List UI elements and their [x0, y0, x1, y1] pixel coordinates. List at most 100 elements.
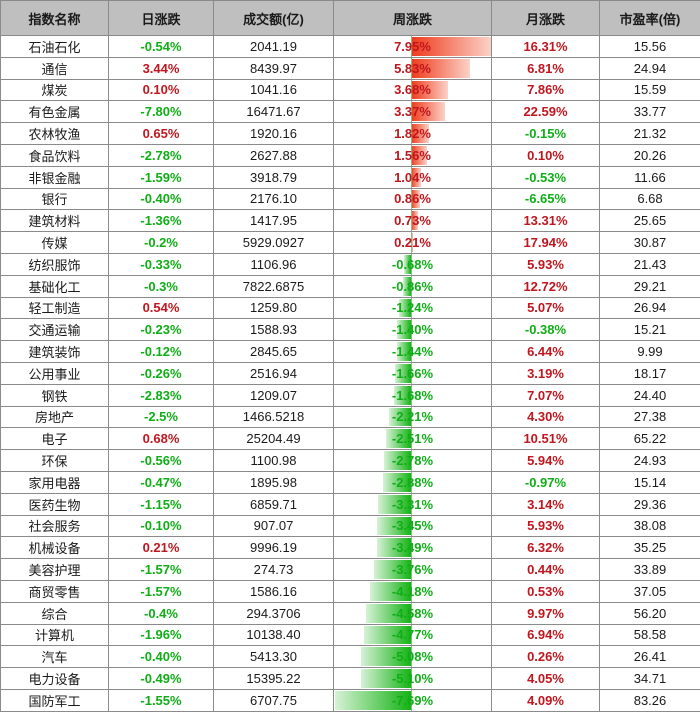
pe-ratio: 15.14 [599, 470, 700, 494]
turnover: 5929.0927 [213, 231, 334, 254]
weekly-change: -5.08% [333, 645, 492, 669]
weekly-bar-axis [411, 516, 412, 536]
pe-ratio: 15.56 [599, 35, 700, 58]
monthly-change: 17.94% [491, 231, 600, 254]
weekly-data-bar [411, 102, 445, 122]
weekly-bar-axis [411, 341, 412, 362]
weekly-change-value: -1.24% [391, 300, 434, 316]
monthly-change: 5.94% [491, 449, 600, 472]
weekly-change: 7.95% [333, 35, 492, 58]
index-name: 纺织服饰 [0, 252, 109, 276]
daily-change: -1.96% [108, 623, 214, 647]
weekly-change: 3.68% [333, 78, 492, 102]
index-name: 建筑材料 [0, 209, 109, 233]
weekly-change: -1.66% [333, 361, 492, 385]
weekly-change: 0.86% [333, 187, 492, 211]
daily-change: -0.3% [108, 274, 214, 298]
index-name: 基础化工 [0, 274, 109, 298]
monthly-change: 6.44% [491, 340, 600, 363]
index-name: 农林牧渔 [0, 122, 109, 145]
table-row: 交通运输 -0.23% 1588.93 -1.40% -0.38% 15.21 [0, 318, 700, 342]
pe-ratio: 33.89 [599, 558, 700, 581]
weekly-data-bar [411, 145, 427, 165]
pe-ratio: 30.87 [599, 231, 700, 254]
turnover: 274.73 [213, 558, 334, 581]
index-name: 电子 [0, 427, 109, 451]
daily-change: -2.78% [108, 143, 214, 167]
weekly-change-value: 1.04% [394, 169, 431, 185]
table-row: 建筑材料 -1.36% 1417.95 0.73% 13.31% 25.65 [0, 209, 700, 233]
table-row: 汽车 -0.40% 5413.30 -5.08% 0.26% 26.41 [0, 645, 700, 669]
weekly-change-value: -5.08% [391, 649, 434, 665]
turnover: 1586.16 [213, 579, 334, 603]
turnover: 1041.16 [213, 78, 334, 102]
daily-change: -0.54% [108, 35, 214, 58]
index-name: 钢铁 [0, 383, 109, 407]
weekly-bar-axis [411, 298, 412, 318]
pe-ratio: 6.68 [599, 187, 700, 211]
weekly-change-value: 3.68% [394, 82, 431, 98]
weekly-change-value: -1.68% [391, 387, 434, 403]
table-row: 银行 -0.40% 2176.10 0.86% -6.65% 6.68 [0, 187, 700, 211]
weekly-change-value: 3.37% [394, 104, 431, 120]
weekly-change-value: -5.10% [391, 671, 434, 686]
monthly-change: 6.32% [491, 536, 600, 560]
table-row: 纺织服饰 -0.33% 1106.96 -0.68% 5.93% 21.43 [0, 252, 700, 276]
weekly-bar-axis [411, 428, 412, 449]
monthly-change: 10.51% [491, 427, 600, 451]
weekly-change-value: 5.83% [394, 60, 431, 76]
weekly-change: -2.51% [333, 427, 492, 451]
table-row: 轻工制造 0.54% 1259.80 -1.24% 5.07% 26.94 [0, 296, 700, 320]
table-row: 公用事业 -0.26% 2516.94 -1.66% 3.19% 18.17 [0, 361, 700, 385]
weekly-bar-axis [411, 58, 412, 79]
table-row: 房地产 -2.5% 1466.5218 -2.21% 4.30% 27.38 [0, 405, 700, 429]
turnover: 7822.6875 [213, 274, 334, 298]
index-name: 商贸零售 [0, 579, 109, 603]
monthly-change: 4.30% [491, 405, 600, 429]
monthly-change: 6.81% [491, 56, 600, 80]
header-daily-change: 日涨跌 [108, 0, 214, 36]
weekly-data-bar [404, 254, 411, 274]
weekly-change-value: -3.49% [391, 540, 434, 556]
weekly-change-value: -2.78% [391, 453, 434, 469]
weekly-change: 1.56% [333, 143, 492, 167]
daily-change: -1.57% [108, 579, 214, 603]
weekly-change: 3.37% [333, 100, 492, 124]
table-row: 传媒 -0.2% 5929.0927 0.21% 17.94% 30.87 [0, 231, 700, 254]
pe-ratio: 29.36 [599, 492, 700, 516]
weekly-data-bar [335, 690, 411, 710]
weekly-change-value: -4.77% [391, 627, 434, 643]
table-row: 国防军工 -1.55% 6707.75 -7.69% 4.09% 83.26 [0, 688, 700, 712]
monthly-change: -0.15% [491, 122, 600, 145]
weekly-data-bar [402, 276, 411, 296]
turnover: 1100.98 [213, 449, 334, 472]
table-row: 农林牧渔 0.65% 1920.16 1.82% -0.15% 21.32 [0, 122, 700, 145]
index-name: 电力设备 [0, 667, 109, 690]
daily-change: -2.83% [108, 383, 214, 407]
daily-change: -0.23% [108, 318, 214, 342]
weekly-change: -0.68% [333, 252, 492, 276]
index-name: 医药生物 [0, 492, 109, 516]
pe-ratio: 27.38 [599, 405, 700, 429]
weekly-data-bar [411, 233, 414, 252]
weekly-bar-axis [411, 319, 412, 340]
header-index-name: 指数名称 [0, 0, 109, 36]
weekly-bar-axis [411, 80, 412, 100]
monthly-change: 12.72% [491, 274, 600, 298]
weekly-data-bar [386, 429, 411, 449]
turnover: 8439.97 [213, 56, 334, 80]
turnover: 2176.10 [213, 187, 334, 211]
table-row: 电力设备 -0.49% 15395.22 -5.10% 4.05% 34.71 [0, 667, 700, 690]
pe-ratio: 24.94 [599, 56, 700, 80]
weekly-change-value: 0.86% [394, 191, 431, 207]
turnover: 2516.94 [213, 361, 334, 385]
weekly-bar-axis [411, 472, 412, 493]
index-name: 银行 [0, 187, 109, 211]
daily-change: -0.10% [108, 514, 214, 538]
pe-ratio: 25.65 [599, 209, 700, 233]
turnover: 6859.71 [213, 492, 334, 516]
monthly-change: -6.65% [491, 187, 600, 211]
turnover: 15395.22 [213, 667, 334, 690]
weekly-change-value: -1.44% [391, 344, 434, 360]
